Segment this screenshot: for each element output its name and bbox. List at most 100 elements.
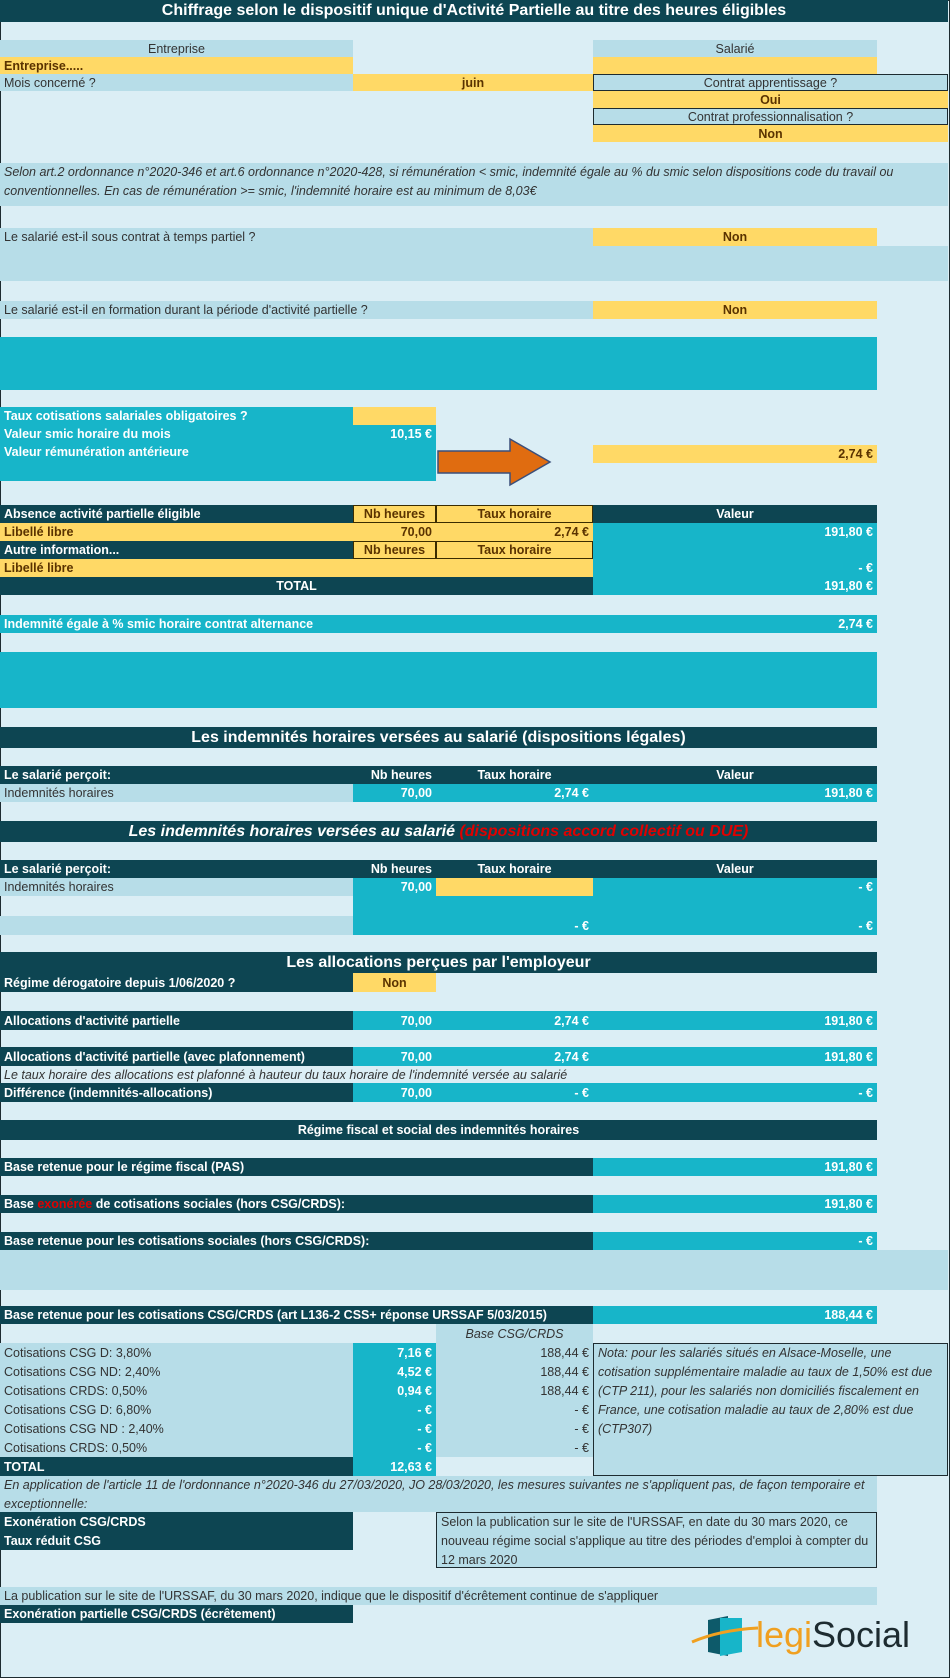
cotisations-sociales-label: Base retenue pour les cotisations social… bbox=[0, 1232, 593, 1250]
pas-value: 191,80 € bbox=[593, 1158, 877, 1176]
plafonnement-label: Allocations d'activité partielle (avec p… bbox=[0, 1047, 353, 1066]
legisocial-logo: legi Social bbox=[690, 1612, 920, 1662]
legales-percoit: Le salarié perçoit: bbox=[0, 766, 353, 784]
urssaf-note: Selon la publication sur le site de l'UR… bbox=[436, 1512, 877, 1568]
spacer-band bbox=[0, 246, 948, 281]
nota-box: Nota: pour les salariés situés en Alsace… bbox=[593, 1343, 948, 1476]
logo-mark-icon bbox=[691, 1616, 759, 1656]
teal-band bbox=[0, 337, 877, 390]
cotisation-base: 188,44 € bbox=[436, 1362, 593, 1381]
regime-derogatoire-label: Régime dérogatoire depuis 1/06/2020 ? bbox=[0, 973, 353, 992]
exoneree-red: exonérée bbox=[37, 1197, 93, 1211]
nb-heures-header: Nb heures bbox=[353, 505, 436, 523]
taux-horaire-header: Taux horaire bbox=[436, 505, 593, 523]
allocations-label: Allocations d'activité partielle bbox=[0, 1011, 353, 1030]
mois-label: Mois concerné ? bbox=[0, 74, 353, 91]
accord-heures: 70,00 bbox=[353, 878, 436, 896]
temps-partiel-select[interactable]: Non bbox=[593, 228, 877, 246]
accord-taux-input[interactable] bbox=[436, 878, 593, 896]
accord-percoit: Le salarié perçoit: bbox=[0, 860, 353, 878]
exoneree-value: 191,80 € bbox=[593, 1195, 877, 1213]
regime-derogatoire-select[interactable]: Non bbox=[353, 973, 436, 992]
difference-label: Différence (indemnités-allocations) bbox=[0, 1083, 353, 1102]
cotisation-label: Cotisations CRDS: 0,50% bbox=[0, 1381, 353, 1400]
entreprise-column-header: Entreprise bbox=[0, 40, 353, 57]
apprentissage-label: Contrat apprentissage ? bbox=[593, 74, 948, 91]
difference-taux: - € bbox=[436, 1083, 593, 1102]
arrow-right-icon bbox=[437, 437, 552, 487]
plafonnement-valeur: 191,80 € bbox=[593, 1047, 877, 1066]
professionnalisation-label: Contrat professionnalisation ? bbox=[593, 108, 948, 125]
accord-nb-heures-header: Nb heures bbox=[353, 860, 436, 878]
difference-heures: 70,00 bbox=[353, 1083, 436, 1102]
cotisations-sociales-value: - € bbox=[593, 1232, 877, 1250]
smic-note: Selon art.2 ordonnance n°2020-346 et art… bbox=[0, 163, 948, 206]
formation-select[interactable]: Non bbox=[593, 301, 877, 319]
cotisation-label: Cotisations CSG D: 3,80% bbox=[0, 1343, 353, 1362]
taux-cotisations-input[interactable] bbox=[353, 407, 436, 425]
taux-cotisations-label: Taux cotisations salariales obligatoires… bbox=[0, 407, 353, 425]
teal-band-2 bbox=[0, 652, 877, 708]
apprentissage-select[interactable]: Oui bbox=[593, 91, 948, 108]
libelle-input-1[interactable]: Libellé libre bbox=[0, 523, 353, 541]
legales-valeur-header: Valeur bbox=[593, 766, 877, 784]
legales-heures: 70,00 bbox=[353, 784, 436, 802]
cotisation-montant: 4,52 € bbox=[353, 1362, 436, 1381]
valeur-1: 191,80 € bbox=[593, 523, 877, 541]
alternance-value: 2,74 € bbox=[593, 615, 877, 633]
taux-horaire-input-1[interactable]: 2,74 € bbox=[436, 523, 593, 541]
allocations-heures: 70,00 bbox=[353, 1011, 436, 1030]
cotisation-montant: 7,16 € bbox=[353, 1343, 436, 1362]
mois-select[interactable]: juin bbox=[353, 74, 593, 91]
legales-row-label: Indemnités horaires bbox=[0, 784, 353, 802]
pas-label: Base retenue pour le régime fiscal (PAS) bbox=[0, 1158, 593, 1176]
legales-taux: 2,74 € bbox=[436, 784, 593, 802]
taux-reduit-label: Taux réduit CSG bbox=[0, 1531, 353, 1550]
exoneration-csg-label: Exonération CSG/CRDS bbox=[0, 1512, 353, 1531]
taux-horaire-result: 2,74 € bbox=[593, 445, 877, 463]
accord-title-red: (dispositions accord collectif ou DUE) bbox=[459, 822, 749, 840]
nb-heures-input-1[interactable]: 70,00 bbox=[353, 523, 436, 541]
cotisation-montant: - € bbox=[353, 1400, 436, 1419]
taux-horaire-header-2: Taux horaire bbox=[436, 541, 593, 559]
legales-nb-heures-header: Nb heures bbox=[353, 766, 436, 784]
cotisation-base: - € bbox=[436, 1419, 593, 1438]
formation-label: Le salarié est-il en formation durant la… bbox=[0, 301, 593, 319]
cotisations-total-label: TOTAL bbox=[0, 1457, 353, 1476]
accord-title: Les indemnités horaires versées au salar… bbox=[0, 821, 877, 842]
salarie-name-input[interactable] bbox=[593, 57, 877, 74]
alternance-label: Indemnité égale à % smic horaire contrat… bbox=[0, 615, 593, 633]
ecretement-label: Exonération partielle CSG/CRDS (écrêteme… bbox=[0, 1605, 353, 1623]
accord-taux-header: Taux horaire bbox=[436, 860, 593, 878]
cotisation-base: - € bbox=[436, 1438, 593, 1457]
input-2[interactable] bbox=[353, 559, 593, 577]
cotisation-label: Cotisations CRDS: 0,50% bbox=[0, 1438, 353, 1457]
entreprise-name-input[interactable]: Entreprise..... bbox=[0, 57, 353, 74]
libelle-input-2[interactable]: Libellé libre bbox=[0, 559, 353, 577]
exoneree-label: Base exonérée de cotisations sociales (h… bbox=[0, 1195, 593, 1213]
cotisation-montant: 0,94 € bbox=[353, 1381, 436, 1400]
cotisation-montant: - € bbox=[353, 1419, 436, 1438]
accord-sub-heures bbox=[353, 916, 436, 935]
regime-title: Régime fiscal et social des indemnités h… bbox=[0, 1120, 877, 1140]
total-value: 191,80 € bbox=[593, 577, 877, 595]
accord-row-label: Indemnités horaires bbox=[0, 878, 353, 896]
csg-base-label: Base retenue pour les cotisations CSG/CR… bbox=[0, 1306, 593, 1324]
cotisation-label: Cotisations CSG ND : 2,40% bbox=[0, 1419, 353, 1438]
ecretement-note: La publication sur le site de l'URSSAF, … bbox=[0, 1587, 877, 1605]
base-csg-header: Base CSG/CRDS bbox=[436, 1324, 593, 1343]
valeur-2: - € bbox=[593, 559, 877, 577]
professionnalisation-select[interactable]: Non bbox=[593, 125, 948, 142]
cotisation-label: Cotisations CSG ND: 2,40% bbox=[0, 1362, 353, 1381]
autre-information-header: Autre information... bbox=[0, 541, 353, 559]
remuneration-label: Valeur rémunération antérieure bbox=[0, 443, 353, 461]
accord-sub-label bbox=[0, 916, 353, 935]
exoneree-post: de cotisations sociales (hors CSG/CRDS): bbox=[92, 1197, 346, 1211]
accord-valeur-header: Valeur bbox=[593, 860, 877, 878]
cotisation-base: 188,44 € bbox=[436, 1343, 593, 1362]
difference-valeur: - € bbox=[593, 1083, 877, 1102]
accord-sub-montant: - € bbox=[593, 916, 877, 935]
allocations-title: Les allocations perçues par l'employeur bbox=[0, 952, 877, 973]
plafonnement-taux: 2,74 € bbox=[436, 1047, 593, 1066]
accord-sub-taux: - € bbox=[436, 916, 593, 935]
